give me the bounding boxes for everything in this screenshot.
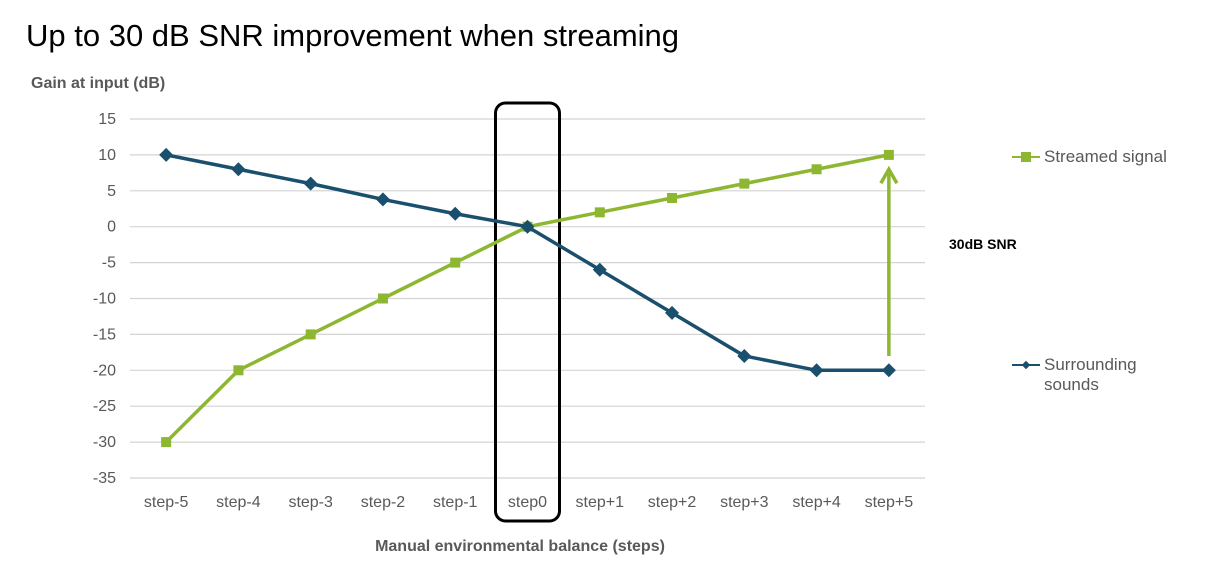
snr-arrow-head xyxy=(879,165,899,185)
x-tick-label: step0 xyxy=(508,494,547,511)
x-tick-label: step+3 xyxy=(720,494,769,511)
data-point-diamond xyxy=(809,363,824,378)
highlight-box xyxy=(494,101,561,523)
y-tick-label: -25 xyxy=(93,398,116,415)
x-axis-label: Manual environmental balance (steps) xyxy=(375,538,665,555)
data-point-diamond xyxy=(881,363,896,378)
legend-label-streamed-signal: Streamed signal xyxy=(1044,147,1167,166)
y-tick-label: -10 xyxy=(93,291,116,308)
data-point-diamond xyxy=(375,192,390,207)
y-tick-label: -5 xyxy=(102,255,116,272)
data-point-square xyxy=(883,149,894,160)
y-tick-label: -20 xyxy=(93,362,116,379)
chart-title: Up to 30 dB SNR improvement when streami… xyxy=(26,18,680,53)
data-point-square xyxy=(233,365,244,376)
data-point-diamond xyxy=(448,206,463,221)
y-tick-label: -35 xyxy=(93,470,116,487)
x-tick-label: step-5 xyxy=(144,494,189,511)
x-tick-label: step+4 xyxy=(792,494,841,511)
data-point-square xyxy=(594,207,605,218)
data-point-diamond xyxy=(231,162,246,177)
y-tick-label: 5 xyxy=(107,183,116,200)
data-point-diamond xyxy=(520,219,535,234)
data-point-square xyxy=(450,257,461,268)
x-tick-label: step-3 xyxy=(288,494,333,511)
data-point-square xyxy=(377,293,388,304)
data-point-diamond xyxy=(665,305,680,320)
data-point-square xyxy=(811,164,822,175)
x-tick-label: step+2 xyxy=(648,494,697,511)
y-axis-label: Gain at input (dB) xyxy=(31,75,166,92)
x-tick-label: step+1 xyxy=(576,494,625,511)
data-point-diamond xyxy=(737,348,752,363)
x-tick-label: step-1 xyxy=(433,494,478,511)
data-point-square xyxy=(161,437,172,448)
x-tick-label: step-4 xyxy=(216,494,261,511)
legend-label-line-1: Surrounding xyxy=(1044,355,1137,374)
data-point-square xyxy=(667,192,678,203)
y-tick-label: 10 xyxy=(98,147,116,164)
y-tick-label: -15 xyxy=(93,326,116,343)
snr-annotation-label: 30dB SNR xyxy=(949,236,1017,252)
legend-label-line-2: sounds xyxy=(1044,375,1099,394)
data-point-diamond xyxy=(303,176,318,191)
y-tick-label: 0 xyxy=(107,219,116,236)
data-point-square xyxy=(305,329,316,340)
x-tick-label: step-2 xyxy=(361,494,406,511)
y-tick-label: 15 xyxy=(98,111,116,128)
data-point-diamond xyxy=(159,147,174,162)
data-point-diamond xyxy=(592,262,607,277)
x-tick-label: step+5 xyxy=(865,494,914,511)
data-point-square xyxy=(739,178,750,189)
y-tick-label: -30 xyxy=(93,434,116,451)
legend-label-surrounding-sounds: Surrounding sounds xyxy=(1044,355,1137,395)
square-marker-icon xyxy=(1021,152,1031,162)
